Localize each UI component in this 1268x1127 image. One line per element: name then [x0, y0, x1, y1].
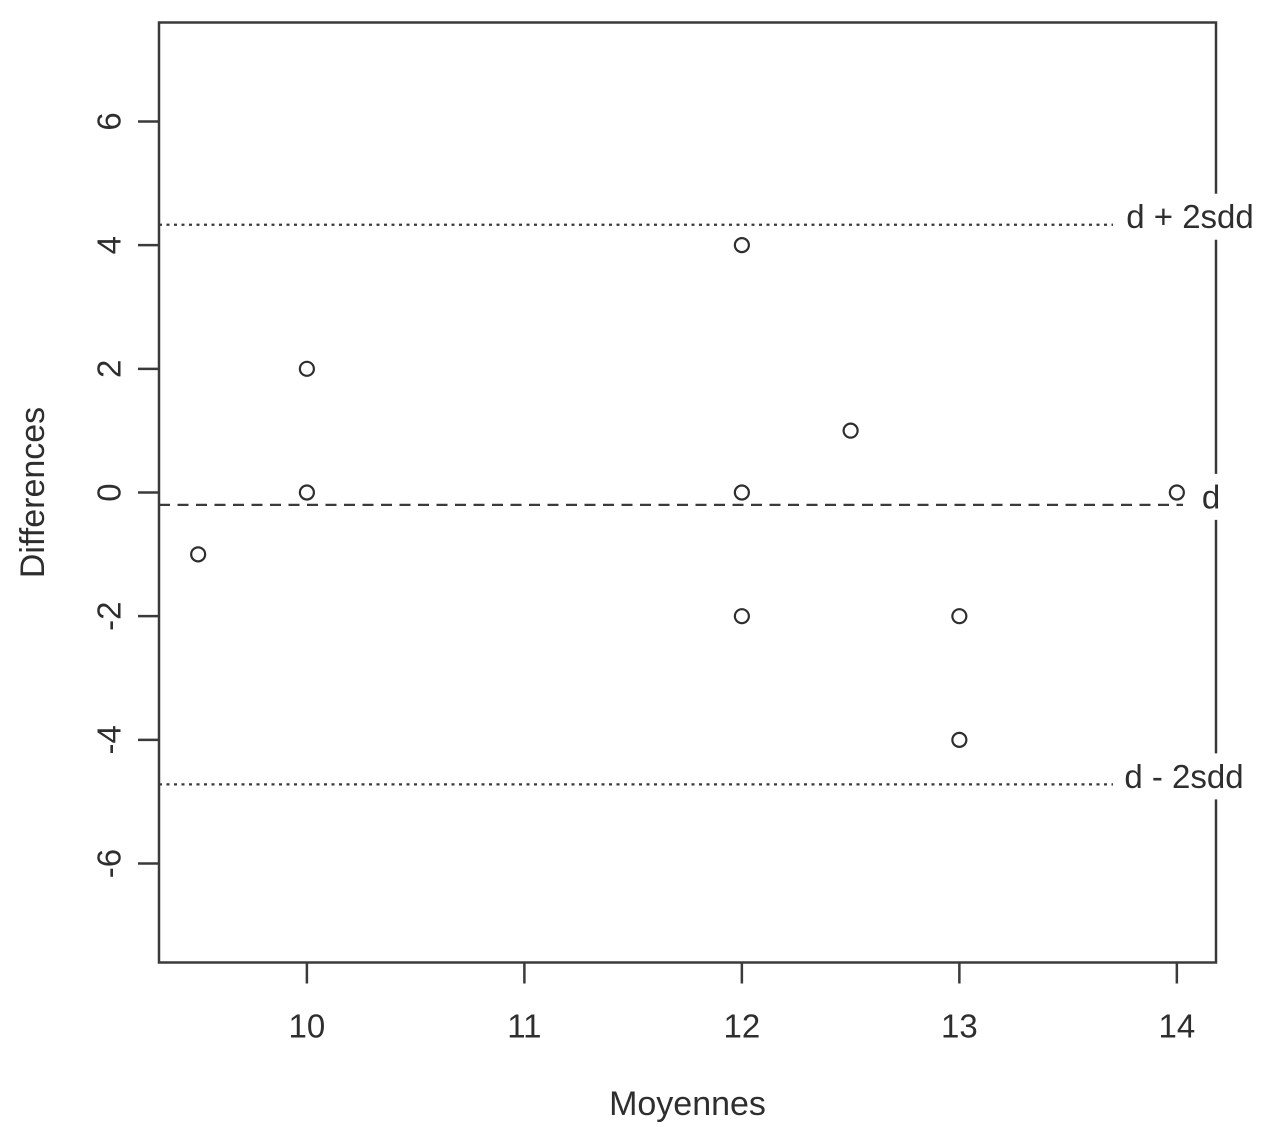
- data-point: [951, 608, 968, 625]
- data-point: [733, 237, 750, 254]
- data-point: [951, 731, 968, 748]
- data-point: [733, 484, 750, 501]
- reference-label-backdrop: [1188, 473, 1234, 520]
- data-point: [190, 546, 207, 563]
- y-axis-title: Differences: [14, 407, 52, 578]
- data-point: [1168, 484, 1185, 501]
- x-axis-tick-label: 14: [1158, 1008, 1195, 1045]
- reference-line-label: d: [1202, 478, 1220, 515]
- reference-line-label: d + 2sdd: [1126, 198, 1254, 235]
- y-axis-tick-label: 0: [91, 483, 128, 501]
- x-axis-tick-label: 12: [724, 1008, 761, 1045]
- reference-label-backdrop: [1123, 753, 1245, 800]
- y-axis-tick-label: 4: [91, 236, 128, 254]
- x-axis-tick-label: 10: [289, 1008, 326, 1045]
- y-axis-tick-label: -2: [91, 602, 128, 631]
- y-axis-tick-label: -6: [91, 849, 128, 878]
- x-axis-tick-label: 11: [507, 1008, 541, 1045]
- reference-line-label: d - 2sdd: [1124, 758, 1243, 795]
- y-axis-tick-label: -4: [91, 725, 128, 754]
- data-point: [733, 608, 750, 625]
- x-axis-tick-label: 13: [941, 1008, 978, 1045]
- data-point: [298, 360, 315, 377]
- x-axis-title: Moyennes: [609, 1085, 766, 1123]
- data-point: [298, 484, 315, 501]
- y-axis-tick-label: 6: [91, 112, 128, 130]
- reference-label-backdrop: [1126, 193, 1254, 240]
- data-point: [842, 422, 859, 439]
- y-axis-tick-label: 2: [91, 360, 128, 378]
